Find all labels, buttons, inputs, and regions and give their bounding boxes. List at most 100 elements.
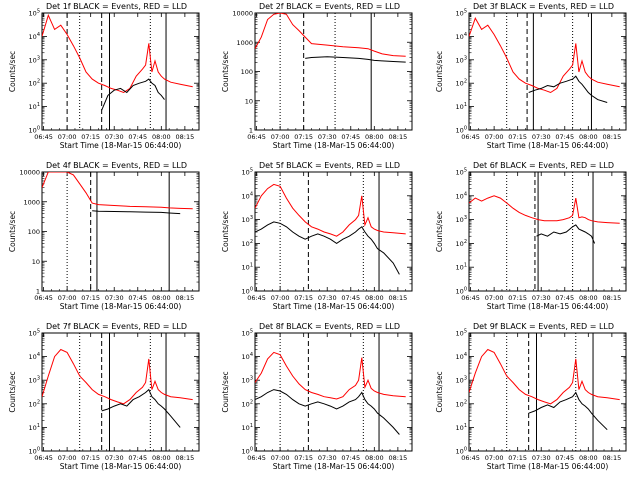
y-tick-label: 10: [32, 258, 40, 266]
x-tick-label: 08:00: [152, 454, 171, 462]
y-axis-label: Counts/sec: [435, 211, 444, 252]
x-tick-label: 08:00: [579, 133, 598, 141]
y-axis-label: Counts/sec: [221, 51, 230, 92]
y-tick-label: 101: [456, 102, 467, 111]
x-tick-label: 07:30: [318, 454, 337, 462]
panel-title: Det 7f BLACK = Events, RED = LLD: [46, 322, 187, 331]
y-tick-label: 100: [456, 447, 467, 456]
y-tick-label: 100: [29, 447, 40, 456]
plot-frame: [254, 12, 413, 131]
y-axis-label: Counts/sec: [8, 371, 17, 412]
x-tick-label: 07:45: [128, 454, 147, 462]
y-tick-label: 105: [456, 168, 467, 177]
x-tick-label: 07:00: [58, 133, 77, 141]
x-tick-label: 07:45: [555, 294, 574, 302]
series-line-lld: [42, 348, 193, 405]
x-tick-label: 08:00: [152, 133, 171, 141]
x-tick-label: 07:30: [105, 133, 124, 141]
series-line-lld: [469, 195, 620, 224]
x-tick-label: 07:45: [341, 454, 360, 462]
y-tick-label: 102: [242, 239, 253, 248]
x-tick-label: 08:15: [176, 133, 195, 141]
y-tick-label: 10000: [232, 10, 253, 18]
x-tick-label: 08:15: [389, 294, 408, 302]
x-tick-label: 07:45: [341, 133, 360, 141]
x-tick-label: 07:00: [485, 133, 504, 141]
detector-panel-8: Det 8f BLACK = Events, RED = LLD 100 101 10…: [221, 322, 413, 471]
y-axis-label: Counts/sec: [221, 211, 230, 252]
y-tick-label: 103: [242, 376, 253, 385]
y-tick-label: 105: [242, 329, 253, 338]
panel-title: Det 8f BLACK = Events, RED = LLD: [259, 322, 400, 331]
x-tick-label: 06:45: [461, 294, 480, 302]
y-tick-label: 1000: [23, 198, 40, 206]
series-line-lld: [255, 13, 406, 57]
series-line-events: [101, 388, 181, 428]
y-tick-label: 103: [456, 376, 467, 385]
series-line-lld: [255, 183, 406, 237]
y-tick-label: 105: [29, 9, 40, 18]
series-line-events: [528, 75, 608, 103]
x-tick-label: 07:00: [58, 454, 77, 462]
x-tick-label: 07:30: [318, 294, 337, 302]
series-line-events: [528, 391, 608, 431]
y-tick-label: 1: [36, 288, 40, 296]
x-tick-label: 08:15: [603, 294, 622, 302]
x-tick-label: 07:30: [318, 133, 337, 141]
plot-frame: [254, 332, 413, 452]
x-tick-label: 06:45: [247, 294, 266, 302]
x-axis-label: Start Time (18-Mar-15 06:44:00): [487, 141, 609, 150]
detector-panel-5: Det 5f BLACK = Events, RED = LLD 100 101 10…: [221, 161, 413, 311]
x-tick-label: 08:15: [176, 294, 195, 302]
x-tick-label: 07:15: [294, 454, 313, 462]
y-tick-label: 105: [456, 9, 467, 18]
series-line-events: [305, 56, 406, 63]
y-tick-label: 102: [456, 239, 467, 248]
x-tick-label: 07:45: [341, 294, 360, 302]
x-axis-label: Start Time (18-Mar-15 06:44:00): [60, 462, 182, 471]
x-tick-label: 07:00: [271, 294, 290, 302]
plot-frame: [468, 332, 627, 452]
panel-title: Det 2f BLACK = Events, RED = LLD: [259, 2, 400, 11]
y-tick-label: 1: [249, 127, 253, 135]
y-tick-label: 101: [456, 263, 467, 272]
series-line-lld: [42, 172, 193, 210]
y-tick-label: 105: [456, 329, 467, 338]
y-tick-label: 1000: [236, 39, 253, 47]
y-tick-label: 104: [242, 191, 253, 200]
x-tick-label: 07:15: [294, 133, 313, 141]
y-tick-label: 104: [29, 32, 40, 41]
y-tick-label: 102: [242, 399, 253, 408]
x-tick-label: 06:45: [461, 454, 480, 462]
y-tick-label: 103: [29, 55, 40, 64]
y-axis-label: Counts/sec: [435, 51, 444, 92]
detector-panel-9: Det 9f BLACK = Events, RED = LLD 100 101 10…: [435, 322, 627, 471]
x-tick-label: 07:30: [532, 133, 551, 141]
x-tick-label: 06:45: [247, 454, 266, 462]
plot-frame: [41, 171, 200, 292]
detector-panel-7: Det 7f BLACK = Events, RED = LLD 100 101 10…: [8, 322, 200, 471]
series-line-lld: [469, 16, 620, 94]
x-tick-label: 07:30: [105, 294, 124, 302]
x-axis-label: Start Time (18-Mar-15 06:44:00): [273, 141, 395, 150]
y-tick-label: 105: [242, 168, 253, 177]
y-tick-label: 101: [456, 423, 467, 432]
x-tick-label: 07:00: [485, 454, 504, 462]
x-tick-label: 08:00: [579, 454, 598, 462]
x-tick-label: 08:00: [365, 294, 384, 302]
series-line-events: [92, 210, 181, 215]
y-axis-label: Counts/sec: [221, 371, 230, 412]
x-tick-label: 07:00: [271, 133, 290, 141]
y-tick-label: 103: [456, 55, 467, 64]
x-tick-label: 08:00: [579, 294, 598, 302]
x-tick-label: 08:15: [603, 133, 622, 141]
y-tick-label: 101: [242, 263, 253, 272]
x-tick-label: 08:00: [152, 294, 171, 302]
y-tick-label: 101: [29, 102, 40, 111]
x-tick-label: 07:15: [81, 133, 100, 141]
detector-panel-2: Det 2f BLACK = Events, RED = LLD 1 10 100 10…: [221, 2, 413, 150]
series-line-events: [536, 224, 596, 244]
x-axis-label: Start Time (18-Mar-15 06:44:00): [60, 302, 182, 311]
y-axis-label: Counts/sec: [435, 371, 444, 412]
